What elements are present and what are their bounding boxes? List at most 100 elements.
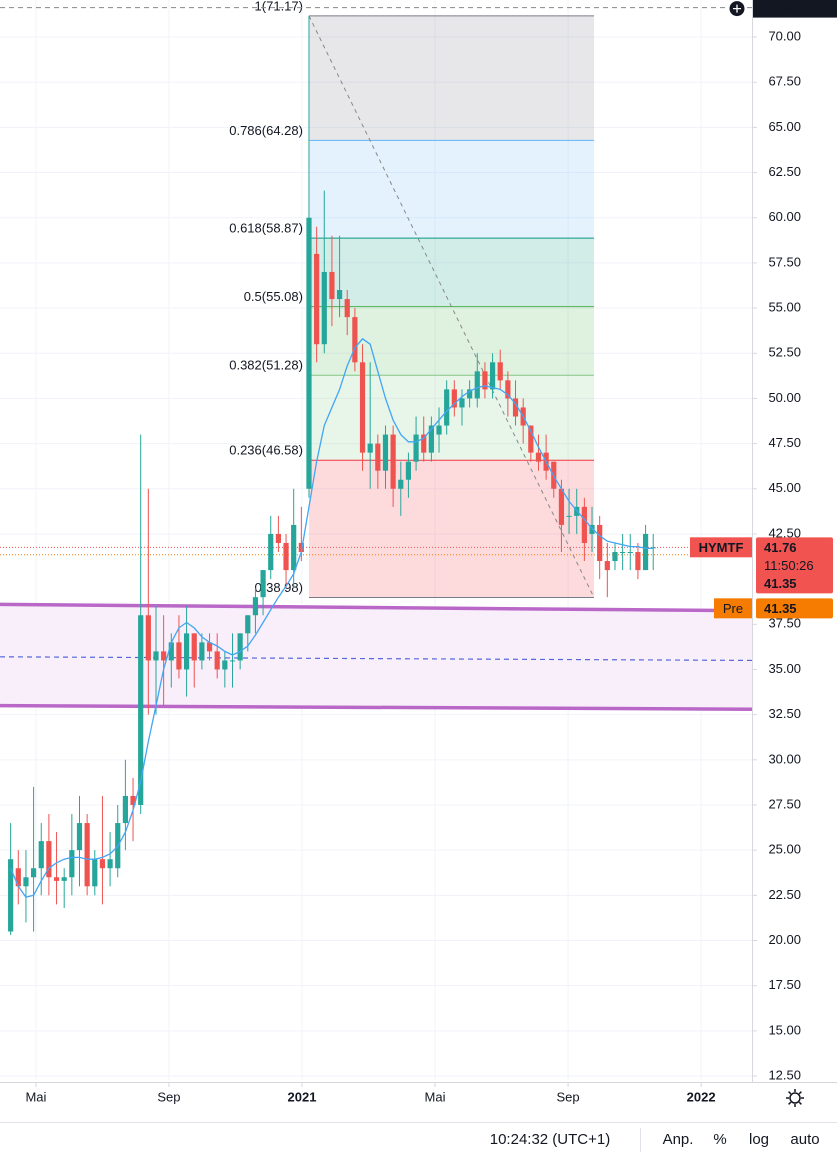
candle-body (314, 253, 320, 345)
y-tick-label: 22.50 (768, 887, 801, 902)
candle-body (558, 488, 565, 525)
candle-body (398, 479, 404, 489)
candle-body (138, 615, 144, 805)
y-tick-label: 47.50 (768, 435, 801, 450)
fib-label: 0.5(55.08) (244, 289, 303, 304)
y-tick-label: 12.50 (768, 1067, 801, 1082)
candle-body (459, 398, 465, 408)
fib-band (308, 140, 595, 239)
fib-band (308, 306, 595, 376)
fib-trend-line (308, 15, 595, 598)
symbol-box (690, 537, 752, 558)
candle-body (627, 552, 633, 554)
candle-body (421, 434, 427, 453)
toolbar-button[interactable]: log (749, 1131, 769, 1148)
moving-average (10, 337, 654, 898)
y-tick-label: 42.50 (768, 525, 801, 540)
candle-body (61, 877, 67, 881)
y-tick-label: 70.00 (768, 28, 801, 43)
y-tick-label: 62.50 (768, 164, 801, 179)
candle-body (321, 271, 327, 345)
candle-body (528, 425, 534, 453)
candle-body (199, 642, 205, 661)
close-price-label: 41.35 (764, 576, 797, 591)
y-tick-label: 15.00 (768, 1022, 801, 1037)
y-tick-label: 32.50 (768, 706, 801, 721)
last-price-label: 41.76 (764, 540, 797, 555)
toolbar-button[interactable]: Anp. (663, 1131, 694, 1148)
candle-body (38, 841, 44, 869)
candle-body (183, 633, 190, 670)
y-tick-label: 60.00 (768, 209, 801, 224)
settings-icon[interactable] (789, 1092, 801, 1104)
candle-body (191, 633, 197, 661)
candle-body (291, 524, 297, 571)
candle-body (535, 452, 542, 462)
settings-icon[interactable] (786, 1089, 804, 1107)
toolbar-button[interactable]: auto (790, 1131, 819, 1148)
candle-body (604, 561, 610, 571)
candle-body (99, 859, 106, 869)
fib-band (308, 15, 595, 141)
pre-box (714, 598, 752, 619)
candle-body (612, 552, 618, 562)
candle-body (405, 461, 412, 480)
candle-body (229, 660, 236, 662)
candle-body (390, 434, 396, 489)
toolbar-button[interactable]: % (713, 1131, 726, 1148)
candle-body (336, 290, 343, 300)
y-tick-label: 57.50 (768, 254, 801, 269)
pre-price-box (756, 598, 833, 619)
candle-body (436, 425, 442, 435)
candle-body (589, 524, 595, 534)
candle-body (497, 362, 503, 381)
candle-body (505, 380, 511, 399)
clock: 10:24:32 (UTC+1) (490, 1131, 610, 1148)
candle-body (30, 868, 37, 878)
candle-body (222, 660, 228, 670)
candle-body (122, 795, 128, 824)
candle-body (344, 299, 350, 318)
fib-label: 0.786(64.28) (229, 123, 303, 138)
fib-label: 0.382(51.28) (229, 358, 303, 373)
candle-body (329, 271, 335, 300)
candle-body (168, 642, 174, 661)
candle-body (367, 443, 373, 453)
fib-band (308, 460, 595, 598)
fib-label: 0.618(58.87) (229, 221, 303, 236)
add-alert-icon[interactable] (728, 0, 746, 18)
y-tick-label: 52.50 (768, 345, 801, 360)
candle-body (581, 506, 587, 543)
y-tick-label: 55.00 (768, 300, 801, 315)
candle-body (153, 651, 159, 661)
plot-area: 1(71.17) 0.786(64.28) 0.618(58.87) 0.5(55.0… (0, 0, 753, 1080)
y-tick-label: 67.50 (768, 74, 801, 89)
fib-band (308, 375, 595, 461)
candle-body (382, 434, 389, 471)
candle-body (467, 389, 473, 399)
symbol-label: HYMTF (699, 540, 744, 555)
x-tick-label: Sep (157, 1089, 180, 1104)
candle-body (413, 434, 419, 462)
y-tick-label: 65.00 (768, 119, 801, 134)
candle-body (512, 398, 519, 417)
candle-body (489, 362, 496, 390)
fib-label: 1(71.17) (255, 0, 303, 13)
y-tick-label: 37.50 (768, 616, 801, 631)
candle-body (260, 570, 266, 598)
candle-body (642, 533, 649, 571)
pre-price-label: 41.35 (764, 601, 797, 616)
candle-body (214, 651, 220, 670)
x-tick-label: Sep (557, 1089, 580, 1104)
candle-body (474, 371, 480, 399)
candle-body (8, 859, 14, 932)
candle-body (306, 217, 312, 489)
settings-icon[interactable] (786, 1089, 804, 1107)
candle-body (635, 552, 641, 571)
candle-body (268, 533, 274, 571)
countdown-label: 11:50:26 (764, 558, 814, 573)
candle-body (237, 633, 243, 661)
add-alert-icon[interactable] (733, 4, 741, 13)
x-tick-label: Mai (25, 1089, 46, 1104)
